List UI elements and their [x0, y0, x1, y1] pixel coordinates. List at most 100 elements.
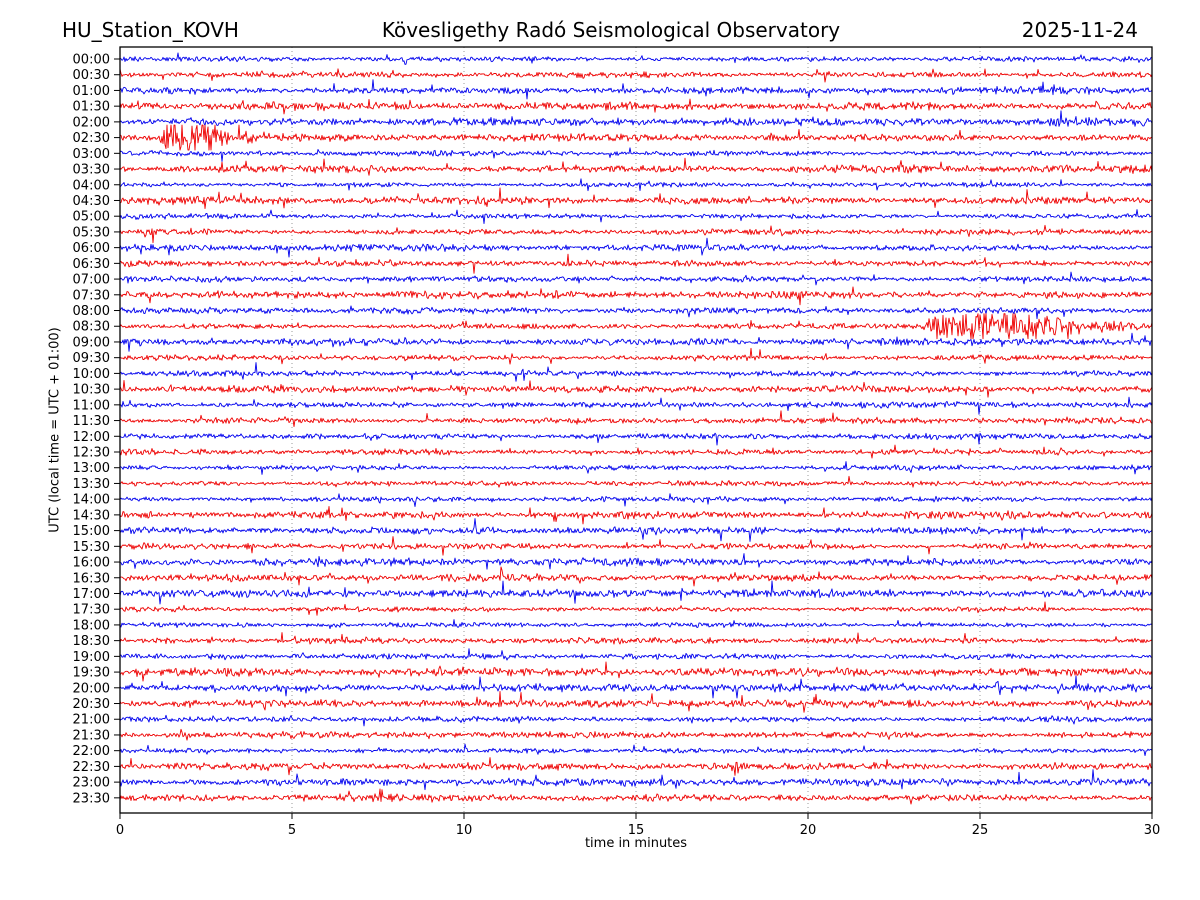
- trace-00:00: [119, 52, 1153, 65]
- trace-20:00: [119, 675, 1153, 699]
- y-tick-label-02:30: 02:30: [73, 131, 110, 146]
- trace-00:30: [119, 68, 1153, 83]
- y-tick-label-10:30: 10:30: [73, 383, 110, 398]
- trace-02:00: [119, 110, 1153, 127]
- y-tick-label-17:00: 17:00: [73, 587, 110, 602]
- y-tick-label-02:00: 02:00: [73, 115, 110, 130]
- trace-21:30: [119, 728, 1153, 741]
- y-tick-label-18:00: 18:00: [73, 618, 110, 633]
- trace-21:00: [119, 714, 1153, 727]
- trace-06:30: [119, 253, 1153, 274]
- trace-03:00: [119, 147, 1153, 162]
- trace-17:00: [119, 580, 1153, 605]
- trace-11:00: [119, 396, 1153, 415]
- y-tick-label-21:30: 21:30: [73, 728, 110, 743]
- y-tick-label-16:00: 16:00: [73, 556, 110, 571]
- y-tick-label-08:00: 08:00: [73, 304, 110, 319]
- x-axis-label: time in minutes: [584, 836, 688, 851]
- trace-13:30: [119, 475, 1153, 488]
- trace-23:00: [119, 769, 1153, 791]
- y-tick-label-15:00: 15:00: [73, 524, 110, 539]
- y-tick-label-22:00: 22:00: [73, 744, 110, 759]
- trace-08:00: [119, 305, 1153, 320]
- y-tick-label-10:00: 10:00: [73, 367, 110, 382]
- trace-04:00: [119, 178, 1153, 192]
- trace-17:30: [119, 601, 1153, 616]
- y-tick-label-20:00: 20:00: [73, 681, 110, 696]
- trace-15:00: [119, 518, 1153, 542]
- trace-10:30: [119, 380, 1153, 398]
- x-tick-label-25: 25: [972, 823, 989, 838]
- y-tick-label-17:30: 17:30: [73, 603, 110, 618]
- trace-13:00: [119, 461, 1153, 475]
- y-tick-label-23:30: 23:30: [73, 791, 110, 806]
- y-tick-label-06:00: 06:00: [73, 241, 110, 256]
- x-tick-label-15: 15: [628, 823, 645, 838]
- x-tick-label-0: 0: [116, 823, 124, 838]
- trace-18:30: [119, 632, 1153, 645]
- station-title: HU_Station_KOVH: [62, 18, 239, 42]
- y-tick-label-23:00: 23:00: [73, 776, 110, 791]
- y-tick-label-00:30: 00:30: [73, 68, 110, 83]
- y-tick-label-07:00: 07:00: [73, 273, 110, 288]
- plot-border: [119, 46, 1153, 814]
- y-tick-label-09:30: 09:30: [73, 351, 110, 366]
- trace-19:00: [119, 648, 1153, 661]
- trace-04:30: [119, 187, 1153, 210]
- trace-07:00: [119, 271, 1153, 286]
- trace-16:00: [119, 553, 1153, 570]
- y-tick-label-04:00: 04:00: [73, 178, 110, 193]
- y-tick-label-03:00: 03:00: [73, 147, 110, 162]
- y-tick-label-13:00: 13:00: [73, 461, 110, 476]
- trace-01:30: [119, 98, 1153, 115]
- trace-22:30: [119, 757, 1153, 776]
- y-tick-label-22:30: 22:30: [73, 760, 110, 775]
- y-tick-label-16:30: 16:30: [73, 571, 110, 586]
- trace-11:30: [119, 410, 1153, 428]
- x-tick-label-5: 5: [288, 823, 296, 838]
- y-tick-label-18:30: 18:30: [73, 634, 110, 649]
- trace-18:00: [119, 619, 1153, 630]
- y-tick-label-03:30: 03:30: [73, 163, 110, 178]
- trace-20:30: [119, 690, 1153, 713]
- y-tick-label-11:30: 11:30: [73, 414, 110, 429]
- y-tick-label-12:00: 12:00: [73, 430, 110, 445]
- trace-12:30: [119, 444, 1153, 459]
- trace-03:30: [119, 157, 1153, 176]
- y-tick-label-13:30: 13:30: [73, 477, 110, 492]
- y-tick-label-07:30: 07:30: [73, 288, 110, 303]
- trace-05:00: [119, 209, 1153, 225]
- y-tick-label-04:30: 04:30: [73, 194, 110, 209]
- trace-15:30: [119, 536, 1153, 556]
- trace-08:30: [119, 313, 1153, 340]
- y-tick-label-20:30: 20:30: [73, 697, 110, 712]
- y-tick-label-05:00: 05:00: [73, 210, 110, 225]
- y-tick-label-12:30: 12:30: [73, 446, 110, 461]
- y-tick-label-00:00: 00:00: [73, 53, 110, 68]
- y-axis-label: UTC (local time = UTC + 01:00): [47, 327, 63, 533]
- trace-19:30: [119, 661, 1153, 682]
- trace-02:30: [119, 124, 1153, 151]
- y-tick-label-14:30: 14:30: [73, 508, 110, 523]
- x-tick-label-20: 20: [800, 823, 817, 838]
- trace-09:00: [119, 332, 1153, 352]
- observatory-title: Kövesligethy Radó Seismological Observat…: [381, 18, 841, 42]
- y-tick-label-21:00: 21:00: [73, 713, 110, 728]
- y-tick-label-01:30: 01:30: [73, 100, 110, 115]
- trace-07:30: [120, 286, 1153, 306]
- date-title: 2025-11-24: [1021, 18, 1138, 42]
- trace-23:30: [119, 788, 1153, 805]
- trace-14:30: [119, 506, 1153, 525]
- y-tick-label-15:30: 15:30: [73, 540, 110, 555]
- y-tick-label-19:00: 19:00: [73, 650, 110, 665]
- trace-14:00: [119, 493, 1153, 507]
- trace-05:30: [119, 224, 1153, 244]
- trace-06:00: [119, 237, 1153, 258]
- y-tick-label-14:00: 14:00: [73, 493, 110, 508]
- y-tick-label-01:00: 01:00: [73, 84, 110, 99]
- trace-09:30: [119, 347, 1153, 365]
- x-tick-label-30: 30: [1144, 823, 1161, 838]
- y-tick-label-19:30: 19:30: [73, 666, 110, 681]
